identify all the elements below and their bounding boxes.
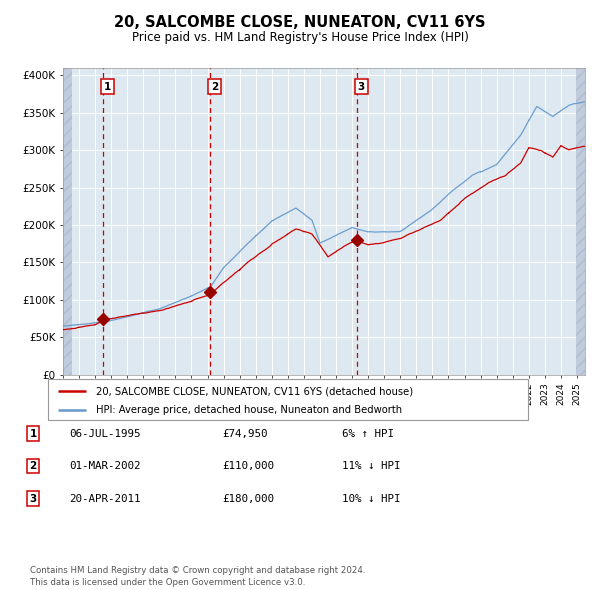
Text: 20-APR-2011: 20-APR-2011 [69, 494, 140, 503]
Text: 2: 2 [211, 81, 218, 91]
Text: HPI: Average price, detached house, Nuneaton and Bedworth: HPI: Average price, detached house, Nune… [96, 405, 402, 415]
Text: 20, SALCOMBE CLOSE, NUNEATON, CV11 6YS: 20, SALCOMBE CLOSE, NUNEATON, CV11 6YS [114, 15, 486, 30]
Text: 01-MAR-2002: 01-MAR-2002 [69, 461, 140, 471]
Text: 11% ↓ HPI: 11% ↓ HPI [342, 461, 401, 471]
FancyBboxPatch shape [48, 379, 528, 420]
Text: 6% ↑ HPI: 6% ↑ HPI [342, 429, 394, 438]
Text: 3: 3 [29, 494, 37, 503]
Text: 1: 1 [29, 429, 37, 438]
Text: £110,000: £110,000 [222, 461, 274, 471]
Text: 2: 2 [29, 461, 37, 471]
Text: Contains HM Land Registry data © Crown copyright and database right 2024.
This d: Contains HM Land Registry data © Crown c… [30, 566, 365, 587]
Text: 20, SALCOMBE CLOSE, NUNEATON, CV11 6YS (detached house): 20, SALCOMBE CLOSE, NUNEATON, CV11 6YS (… [96, 386, 413, 396]
Text: £74,950: £74,950 [222, 429, 268, 438]
Text: 3: 3 [358, 81, 365, 91]
Text: 10% ↓ HPI: 10% ↓ HPI [342, 494, 401, 503]
Text: £180,000: £180,000 [222, 494, 274, 503]
Text: Price paid vs. HM Land Registry's House Price Index (HPI): Price paid vs. HM Land Registry's House … [131, 31, 469, 44]
Text: 1: 1 [104, 81, 111, 91]
Text: 06-JUL-1995: 06-JUL-1995 [69, 429, 140, 438]
